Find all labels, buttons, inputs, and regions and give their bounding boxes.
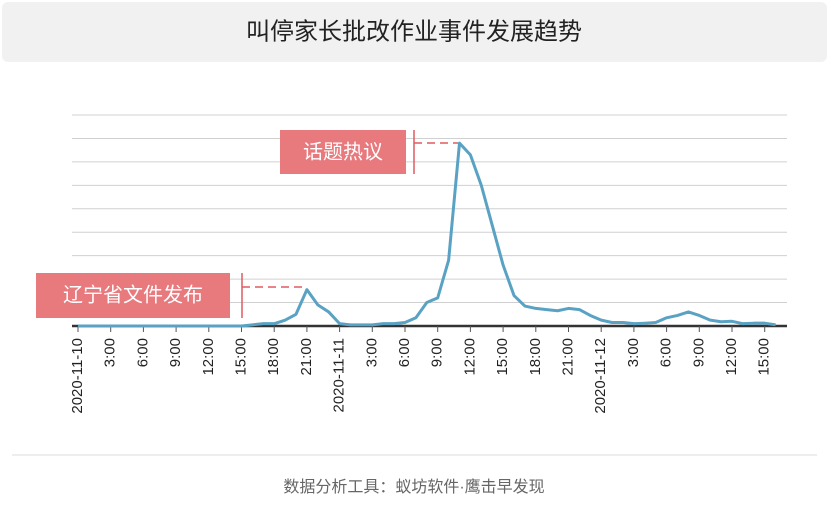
x-tick-label: 15:00 (232, 338, 249, 376)
x-tick-label: 6:00 (134, 338, 151, 367)
x-tick-label: 2020-11-11 (331, 338, 348, 413)
x-tick-label: 3:00 (625, 338, 642, 367)
annotation: 话题热议 (280, 130, 458, 174)
annotation-text: 辽宁省文件发布 (63, 283, 203, 306)
annotation-box (36, 273, 230, 318)
x-tick-label: 6:00 (658, 338, 675, 367)
x-tick-label: 3:00 (102, 338, 119, 367)
x-tick-label: 15:00 (756, 338, 773, 376)
x-tick-label: 2020-11-10 (69, 338, 86, 414)
x-tick-label: 12:00 (200, 338, 217, 376)
x-tick-label: 12:00 (461, 338, 478, 376)
x-tick-label: 12:00 (723, 338, 740, 376)
annotation-text: 话题热议 (303, 140, 383, 163)
annotation-box (280, 130, 406, 174)
x-tick-label: 21:00 (559, 338, 576, 376)
x-tick-label: 6:00 (396, 338, 413, 367)
x-tick-label: 9:00 (167, 338, 184, 367)
chart-title: 叫停家长批改作业事件发展趋势 (246, 18, 582, 45)
x-tick-label: 18:00 (527, 338, 544, 376)
x-tick-label: 9:00 (429, 338, 446, 367)
annotation: 辽宁省文件发布 (36, 273, 302, 318)
title-bar (2, 2, 827, 62)
plot-area: 2020-11-10 3:00 6:00 9:00 12:00 15:00 18:00 21:… (69, 114, 787, 414)
x-tick-label: 9:00 (690, 338, 707, 367)
x-tick-label: 15:00 (494, 338, 511, 376)
x-tick-label: 3:00 (363, 338, 380, 367)
x-tick-label: 21:00 (298, 338, 315, 376)
series-line (78, 141, 776, 328)
x-tick-label: 18:00 (265, 338, 282, 376)
footer: 数据分析工具：蚁坊软件·鹰击早发现 (283, 478, 544, 496)
x-tick-label: 2020-11-12 (592, 338, 609, 414)
